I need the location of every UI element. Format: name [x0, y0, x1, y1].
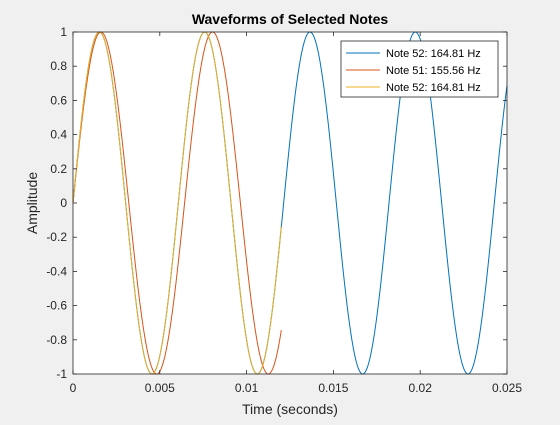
series-layer — [72, 31, 508, 375]
y-tick-label: -1 — [56, 367, 67, 381]
y-tick-label: -0.6 — [46, 299, 67, 313]
chart-title: Waveforms of Selected Notes — [192, 11, 389, 27]
series-line-3[interactable] — [72, 31, 282, 375]
legend-box — [340, 40, 499, 98]
x-axis-label: Time (seconds) — [242, 401, 338, 417]
ticks-layer: 0 0.005 0.01 0.015 0.02 0.025 1 0.8 0.6 0.4 0.2 0 -0… — [46, 25, 522, 395]
y-tick-label: 1 — [60, 25, 67, 39]
series-line-2[interactable] — [72, 31, 282, 375]
x-tick-label: 0 — [70, 381, 77, 395]
y-tick-label: -0.4 — [46, 264, 67, 278]
legend[interactable]: Note 52: 164.81 Hz Note 51: 155.56 Hz Note… — [340, 40, 499, 98]
y-tick-label: 0.6 — [50, 93, 67, 107]
y-tick-label: 0 — [60, 196, 67, 210]
x-tick-label: 0.02 — [409, 381, 433, 395]
x-tick-label: 0.01 — [235, 381, 259, 395]
legend-label-3: Note 52: 164.81 Hz — [386, 82, 481, 94]
legend-label-1: Note 52: 164.81 Hz — [386, 48, 481, 60]
x-tick-label: 0.015 — [318, 381, 348, 395]
y-tick-label: 0.2 — [50, 162, 67, 176]
x-tick-label: 0.025 — [492, 381, 522, 395]
legend-label-2: Note 51: 155.56 Hz — [386, 65, 481, 77]
y-tick-label: -0.8 — [46, 333, 67, 347]
x-tick-label: 0.005 — [145, 381, 175, 395]
y-tick-label: 0.4 — [50, 128, 67, 142]
y-axis-label: Amplitude — [24, 172, 40, 234]
y-tick-label: -0.2 — [46, 230, 67, 244]
y-tick-label: 0.8 — [50, 59, 67, 73]
